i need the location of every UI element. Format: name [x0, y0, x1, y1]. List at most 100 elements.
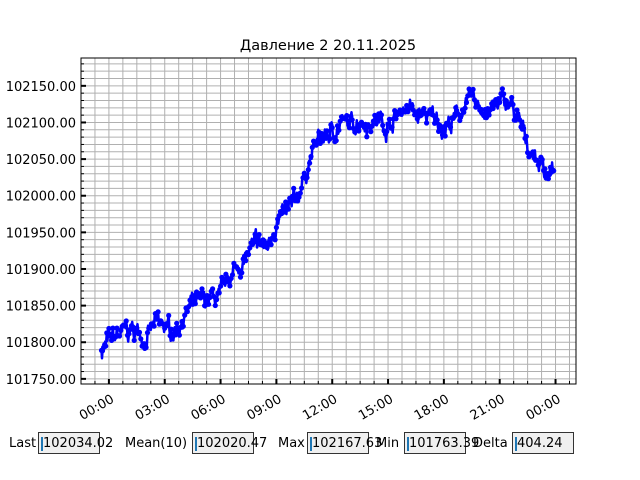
data-point — [114, 325, 120, 331]
data-point — [304, 175, 310, 181]
data-point — [186, 304, 192, 310]
data-point — [523, 133, 529, 139]
data-point — [317, 140, 323, 146]
data-point — [180, 323, 186, 329]
data-point — [184, 309, 190, 315]
data-point — [199, 286, 205, 292]
data-point — [241, 253, 248, 259]
data-point — [214, 297, 220, 303]
data-point — [521, 125, 527, 131]
data-point — [155, 309, 161, 315]
data-point — [545, 176, 552, 182]
data-point — [346, 125, 353, 131]
data-point — [307, 160, 313, 166]
data-point — [192, 301, 198, 307]
data-point — [466, 86, 472, 92]
x-tick-label: 15:00 — [356, 392, 396, 424]
data-point — [122, 322, 128, 329]
data-point — [103, 343, 109, 349]
data-point — [416, 108, 422, 114]
data-point — [143, 344, 149, 351]
data-point — [368, 129, 374, 135]
y-tick-label: 101950.00 — [6, 226, 76, 241]
data-point — [151, 323, 157, 329]
data-point — [501, 91, 507, 97]
data-point — [428, 107, 434, 113]
data-point — [291, 185, 297, 191]
data-point — [256, 232, 262, 238]
data-point — [334, 123, 341, 129]
data-point — [392, 108, 398, 114]
data-point — [329, 125, 335, 131]
data-point — [378, 112, 384, 118]
x-tick-label: 21:00 — [468, 392, 508, 424]
data-point — [280, 204, 286, 210]
data-point — [374, 116, 380, 122]
data-point — [212, 302, 218, 309]
data-point — [283, 199, 289, 205]
data-point — [344, 113, 350, 119]
data-point — [349, 117, 355, 123]
y-tick-label: 102000.00 — [6, 190, 76, 205]
data-point — [123, 318, 129, 324]
data-point — [514, 107, 520, 113]
data-point — [369, 123, 375, 129]
data-point — [243, 258, 249, 264]
data-point — [364, 134, 370, 140]
last-label: Last — [9, 436, 37, 451]
data-point — [469, 92, 475, 98]
data-point — [551, 168, 557, 174]
mean-value-field[interactable]: 102020.47 — [192, 432, 267, 454]
pressure-chart: Давление 2 20.11.2025 101750.00 101800.00… — [6, 38, 577, 424]
axis-ticks: 101750.00 101800.00 101850.00 101900.00 1019… — [6, 63, 570, 424]
y-tick-label: 101850.00 — [6, 300, 76, 315]
data-point — [126, 331, 132, 337]
data-point — [513, 117, 519, 123]
data-point — [174, 320, 180, 326]
data-point — [138, 336, 144, 342]
x-tick-label: 09:00 — [244, 392, 284, 424]
chart-title: Давление 2 20.11.2025 — [240, 38, 416, 54]
data-point — [421, 105, 427, 112]
y-tick-label: 102150.00 — [6, 80, 76, 95]
data-point — [144, 330, 151, 336]
data-point — [218, 283, 224, 289]
data-point — [336, 127, 342, 133]
x-tick-label: 00:00 — [77, 392, 117, 424]
plot-frame — [80, 57, 577, 385]
data-point — [324, 128, 330, 134]
data-point — [539, 156, 545, 163]
data-point — [271, 232, 277, 238]
data-point — [471, 97, 477, 103]
data-point — [131, 337, 137, 343]
data-point — [385, 121, 391, 127]
y-tick-label: 101750.00 — [6, 373, 76, 388]
max-label: Max — [278, 436, 305, 451]
data-point — [106, 325, 112, 332]
y-tick-label: 101800.00 — [6, 336, 76, 351]
data-point — [227, 283, 233, 289]
data-point — [356, 128, 362, 134]
data-point — [239, 270, 245, 276]
y-tick-label: 102100.00 — [6, 116, 76, 131]
data-point — [447, 124, 454, 130]
max-value-field[interactable]: 102167.63 — [307, 432, 382, 454]
last-value-field[interactable]: 102034.02 — [38, 432, 113, 454]
data-point — [463, 99, 470, 106]
data-point — [517, 117, 523, 123]
data-point — [191, 295, 197, 301]
x-tick-label: 12:00 — [300, 392, 340, 424]
mean-label: Mean(10) — [125, 436, 188, 451]
data-point — [245, 251, 252, 258]
data-point — [281, 209, 287, 215]
data-point — [176, 332, 182, 338]
data-point — [110, 325, 116, 331]
min-value-field[interactable]: 101763.39 — [404, 432, 479, 454]
delta-value-field[interactable]: 404.24 — [512, 432, 574, 454]
data-point — [499, 86, 505, 92]
data-point — [285, 206, 291, 212]
data-point — [461, 109, 467, 115]
data-point — [453, 105, 459, 111]
x-tick-label: 03:00 — [133, 392, 173, 424]
data-point — [268, 242, 274, 248]
